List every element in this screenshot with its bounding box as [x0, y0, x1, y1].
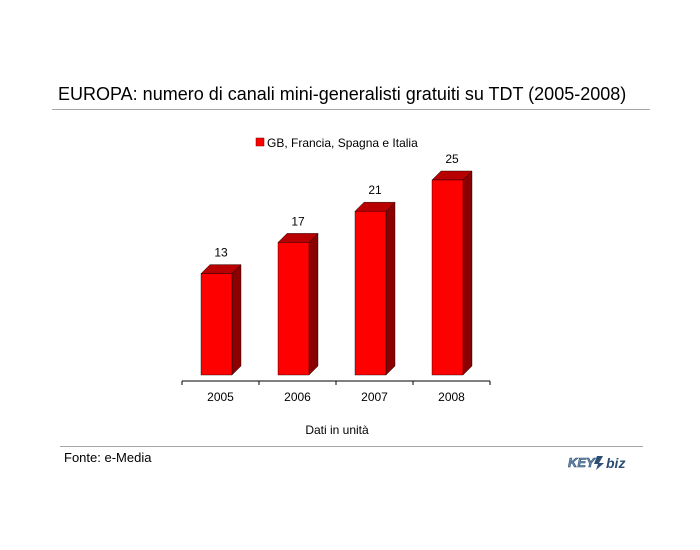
svg-text:biz: biz	[606, 455, 625, 471]
legend-swatch	[255, 137, 265, 147]
bar-side-2008	[462, 170, 473, 376]
bar-side-2007	[385, 201, 396, 376]
bar-chart: GB, Francia, Spagna e Italia 13 17 21 25 2005…	[181, 136, 491, 437]
title-divider	[52, 109, 650, 110]
bar-2005	[200, 273, 233, 376]
x-tick-label-2007: 2007	[361, 390, 388, 404]
legend-label: GB, Francia, Spagna e Italia	[267, 136, 418, 150]
data-label-2007: 21	[368, 183, 382, 197]
key4biz-logo: KEY biz	[568, 455, 626, 471]
footer-divider	[60, 446, 643, 447]
bar-2008	[431, 179, 464, 376]
x-axis-label: Dati in unità	[305, 423, 369, 437]
bar-2006	[277, 242, 310, 376]
x-tick-label-2005: 2005	[207, 390, 234, 404]
bar-side-2005	[231, 264, 242, 376]
data-label-2006: 17	[291, 214, 305, 228]
chart-title: EUROPA: numero di canali mini-generalist…	[58, 84, 627, 104]
svg-text:KEY: KEY	[568, 455, 596, 470]
x-tick-label-2006: 2006	[284, 390, 311, 404]
bar-2007	[354, 210, 387, 376]
data-label-2008: 25	[445, 152, 459, 166]
source-note: Fonte: e-Media	[64, 450, 152, 465]
x-tick-label-2008: 2008	[438, 390, 465, 404]
bar-side-2006	[308, 232, 319, 376]
data-label-2005: 13	[214, 246, 228, 260]
